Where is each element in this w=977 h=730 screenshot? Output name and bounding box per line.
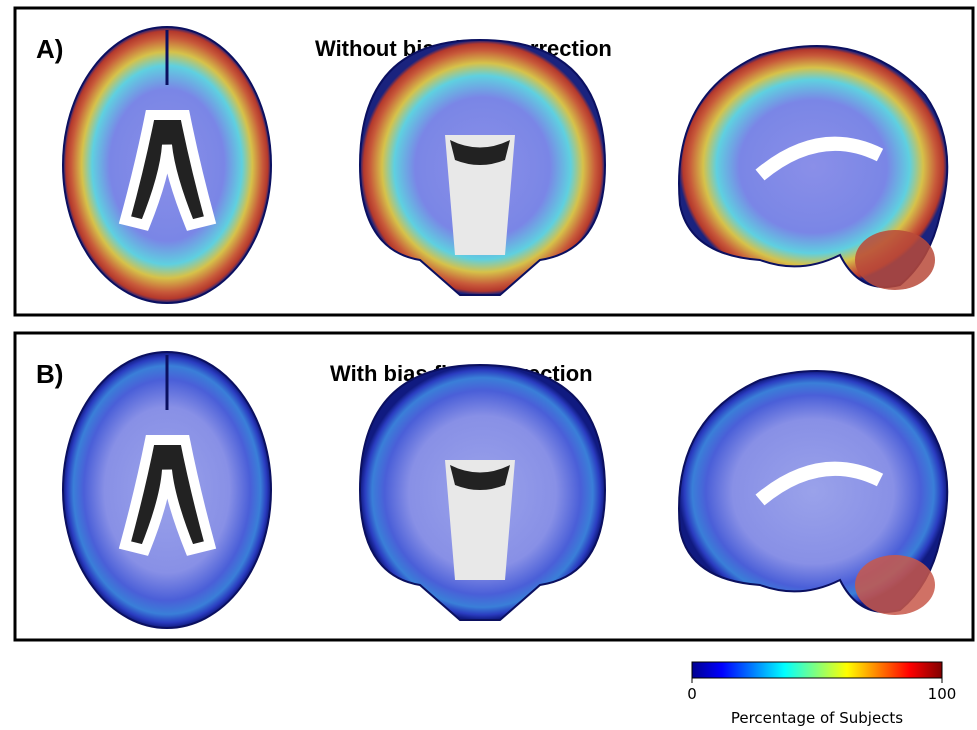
colorbar-label: Percentage of Subjects bbox=[731, 709, 903, 727]
sagittal-slice bbox=[678, 45, 949, 288]
panel-label: A) bbox=[36, 34, 63, 64]
panel: B)With bias field correction bbox=[13, 331, 975, 642]
coronal-core bbox=[445, 135, 515, 255]
colorbar bbox=[691, 661, 943, 679]
cerebellum bbox=[855, 555, 935, 615]
coronal-core bbox=[445, 460, 515, 580]
cerebellum bbox=[855, 230, 935, 290]
corpus-callosum bbox=[755, 136, 884, 181]
coronal-ventricles bbox=[450, 465, 510, 490]
corpus-callosum bbox=[755, 461, 884, 506]
ventricles bbox=[118, 110, 217, 231]
panel-frame bbox=[13, 331, 975, 642]
colorbar-tick-label: 100 bbox=[928, 685, 957, 703]
panel-label: B) bbox=[36, 359, 63, 389]
sagittal-slice bbox=[678, 370, 949, 613]
panel-frame bbox=[13, 6, 975, 317]
ventricles bbox=[118, 435, 217, 556]
colorbar-tick-label: 0 bbox=[687, 685, 697, 703]
coronal-ventricles bbox=[450, 140, 510, 165]
panel: A)Without bias field correction bbox=[13, 6, 975, 317]
